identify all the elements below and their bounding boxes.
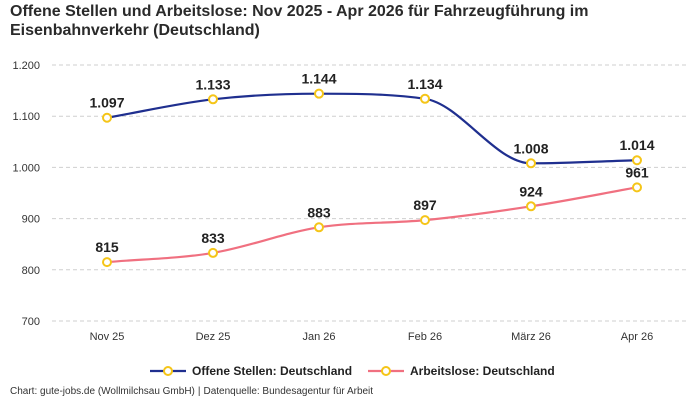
data-label: 883	[307, 204, 331, 220]
data-label: 1.133	[195, 76, 230, 92]
y-tick-label: 900	[22, 214, 40, 226]
data-label: 1.008	[513, 140, 548, 156]
data-point-marker	[314, 88, 324, 99]
x-tick-label: Nov 25	[90, 331, 125, 343]
series-line-2	[106, 186, 638, 264]
data-label: 815	[95, 239, 119, 255]
x-axis-tick-labels: Nov 25 Dez 25 Jan 26 Feb 26 März 26 Apr 26	[90, 331, 654, 343]
data-label: 924	[519, 183, 543, 199]
x-tick-label: Jan 26	[302, 331, 335, 343]
chart-title: Offene Stellen und Arbeitslose: Nov 2025…	[10, 3, 589, 39]
data-point-marker	[208, 94, 218, 105]
x-tick-label: Feb 26	[408, 331, 442, 343]
chart-credit: Chart: gute-jobs.de (Wollmilchsau GmbH)	[10, 386, 195, 397]
legend-label: Offene Stellen: Deutschland	[192, 364, 352, 378]
legend-swatch-marker	[381, 366, 391, 376]
data-label: 961	[625, 164, 649, 180]
y-tick-label: 700	[22, 316, 40, 328]
data-label: 1.014	[619, 137, 654, 153]
y-axis-tick-labels: 700 800 900 1.000 1.100 1.200	[12, 60, 40, 328]
x-tick-label: Dez 25	[196, 331, 231, 343]
data-label: 897	[413, 197, 437, 213]
data-point-marker	[420, 215, 430, 226]
series-line-1	[106, 92, 638, 165]
data-label: 1.097	[89, 95, 124, 111]
data-labels: 1.097 1.133 1.144 1.134 1.008 1.014 815 833 883 8…	[89, 71, 654, 255]
data-point-marker	[632, 155, 642, 166]
gridlines	[52, 64, 688, 322]
data-point-marker	[314, 222, 324, 233]
y-tick-label: 1.100	[12, 111, 40, 123]
legend-label: Arbeitslose: Deutschland	[410, 364, 555, 378]
legend-swatch-marker	[163, 366, 173, 376]
x-tick-label: März 26	[511, 331, 551, 343]
data-source: Datenquelle: Bundesagentur für Arbeit	[203, 386, 374, 397]
data-point-marker	[102, 112, 112, 123]
y-tick-label: 1.200	[12, 60, 40, 72]
data-point-marker	[526, 201, 536, 212]
source-separator: |	[197, 386, 201, 397]
data-point-marker	[208, 247, 218, 258]
y-tick-label: 1.000	[12, 162, 40, 174]
data-label: 1.134	[407, 76, 442, 92]
x-tick-label: Apr 26	[621, 331, 653, 343]
legend[interactable]: Offene Stellen: Deutschland Arbeitslose: …	[150, 364, 555, 378]
data-point-marker	[102, 257, 112, 268]
data-label: 833	[201, 230, 225, 246]
series-lines	[106, 92, 638, 264]
data-point-marker	[526, 158, 536, 169]
series-markers	[102, 88, 642, 268]
data-point-marker	[632, 182, 642, 193]
legend-item-2[interactable]: Arbeitslose: Deutschland	[368, 364, 555, 378]
data-label: 1.144	[301, 71, 336, 87]
data-point-marker	[420, 93, 430, 104]
source-note: Chart: gute-jobs.de (Wollmilchsau GmbH) |…	[10, 386, 373, 397]
y-tick-label: 800	[22, 265, 40, 277]
legend-item-1[interactable]: Offene Stellen: Deutschland	[150, 364, 352, 378]
